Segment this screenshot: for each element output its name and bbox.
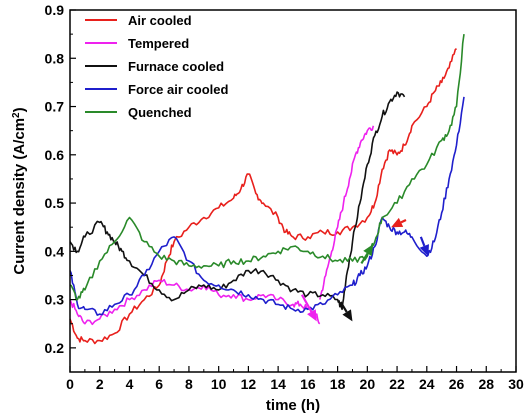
y-tick-label: 0.7	[45, 99, 65, 115]
arrow-force-air-cooled-shaft	[419, 236, 426, 247]
legend-label: Quenched	[128, 105, 192, 120]
arrow-tempered-head	[307, 309, 317, 322]
y-tick-label: 0.6	[45, 147, 65, 163]
x-tick-label: 30	[508, 376, 524, 392]
legend-label: Force air cooled	[128, 82, 228, 97]
arrow-furnace-cooled-shaft	[339, 301, 348, 313]
series-line-tempered	[69, 278, 321, 326]
arrow-air-cooled	[391, 217, 407, 228]
x-tick-label: 12	[241, 376, 257, 392]
tick-layer: 0 2 4 6 8 10 12 14 16 18 20 22 24 26 28 300.20.30.40.50…	[45, 2, 524, 392]
y-tick-label: 0.9	[45, 2, 65, 18]
y-axis-title-superscript: 2	[11, 112, 22, 118]
arrow-tempered	[300, 294, 317, 322]
x-tick-label: 14	[270, 376, 286, 392]
arrow-quenched	[360, 244, 374, 264]
y-axis-title-main: Current density (A/cm	[11, 118, 28, 275]
arrow-force-air-cooled	[419, 236, 430, 257]
x-tick-label: 2	[96, 376, 104, 392]
y-tick-label: 0.2	[45, 340, 65, 356]
x-tick-label: 24	[419, 376, 435, 392]
legend-item: Force air cooled	[85, 82, 228, 97]
series-layer	[69, 33, 465, 345]
arrow-air-cooled-shaft	[400, 218, 407, 224]
arrow-quenched-shaft	[360, 252, 369, 264]
arrow-furnace-cooled	[339, 301, 353, 322]
y-axis-title-tail: )	[11, 107, 28, 112]
x-axis-title: time (h)	[266, 397, 320, 414]
x-tick-label: 0	[66, 376, 74, 392]
y-tick-label: 0.4	[45, 243, 65, 259]
legend-label: Furnace cooled	[128, 59, 224, 74]
legend-label: Air cooled	[128, 13, 192, 28]
y-tick-label: 0.5	[45, 195, 65, 211]
x-tick-label: 28	[478, 376, 494, 392]
legend-label: Tempered	[128, 36, 189, 51]
x-tick-label: 20	[360, 376, 376, 392]
x-tick-label: 10	[211, 376, 227, 392]
series-line-force-air-cooled	[69, 96, 465, 316]
arrow-quenched-head	[363, 244, 374, 257]
y-tick-label: 0.8	[45, 50, 65, 66]
series-line-air-cooled	[69, 47, 458, 345]
arrow-air-cooled-head	[391, 217, 404, 228]
series-line-furnace-cooled	[69, 91, 406, 311]
x-tick-label: 26	[449, 376, 465, 392]
y-axis-title: Current density (A/cm2)	[11, 107, 29, 274]
series-line-quenched	[69, 33, 465, 301]
x-tick-label: 18	[330, 376, 346, 392]
x-tick-label: 16	[300, 376, 316, 392]
y-tick-label: 0.3	[45, 292, 65, 308]
arrow-tempered-shaft	[300, 294, 313, 313]
legend-item: Tempered	[85, 36, 189, 51]
x-tick-label: 8	[185, 376, 193, 392]
x-tick-label: 6	[155, 376, 163, 392]
annotation-layer	[300, 217, 430, 322]
arrow-furnace-cooled-head	[342, 309, 353, 322]
x-tick-label: 4	[126, 376, 134, 392]
legend-item: Quenched	[85, 105, 192, 120]
legend: Air cooled Tempered Furnace cooled Force ai…	[85, 13, 228, 120]
arrow-force-air-cooled-head	[419, 244, 430, 257]
legend-item: Air cooled	[85, 13, 192, 28]
series-line-tempered-rise	[319, 125, 375, 300]
x-tick-label: 22	[389, 376, 405, 392]
legend-item: Furnace cooled	[85, 59, 224, 74]
